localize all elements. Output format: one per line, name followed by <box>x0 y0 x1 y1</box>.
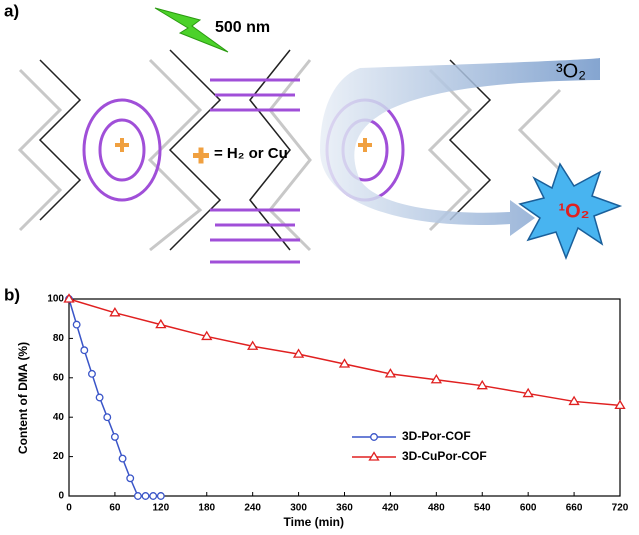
data-point <box>568 395 580 406</box>
data-point <box>522 387 534 398</box>
y-tick-label: 20 <box>53 451 65 462</box>
x-tick-label: 300 <box>290 503 307 514</box>
data-point <box>126 474 135 483</box>
data-point <box>155 318 167 329</box>
data-point <box>88 369 96 378</box>
data-point <box>103 413 112 422</box>
x-tick-label: 420 <box>382 503 399 514</box>
panel-a-art <box>17 7 623 264</box>
legend-label: 3D-Por-COF <box>402 429 471 443</box>
legend-marker <box>368 451 380 461</box>
data-point <box>476 379 488 390</box>
data-point <box>72 320 81 329</box>
data-point <box>614 399 626 410</box>
data-point <box>247 340 259 350</box>
x-tick-label: 480 <box>428 503 445 514</box>
data-point <box>141 492 150 500</box>
wavelength-label: 500 nm <box>215 19 270 36</box>
x-tick-label: 0 <box>66 503 72 514</box>
y-tick-label: 80 <box>53 333 65 344</box>
x-tick-label: 240 <box>244 503 261 514</box>
data-point <box>118 454 127 463</box>
data-point <box>110 432 119 441</box>
series-line <box>68 298 161 497</box>
x-tick-label: 660 <box>566 503 583 514</box>
y-tick-label: 0 <box>58 491 64 502</box>
x-tick-label: 180 <box>198 503 215 514</box>
y-axis-label: Content of DMA (%) <box>16 342 30 454</box>
data-point <box>95 393 104 402</box>
reactant-label: ³O₂ <box>556 60 586 82</box>
y-tick-label: 100 <box>47 294 64 305</box>
data-point <box>338 358 351 368</box>
legend-marker <box>370 433 378 441</box>
legend-label: 3D-CuPor-COF <box>402 449 487 463</box>
data-point <box>63 293 75 303</box>
plot-frame <box>68 298 621 497</box>
x-tick-label: 60 <box>109 503 121 514</box>
series-line <box>68 298 621 407</box>
y-tick-label: 40 <box>53 412 65 423</box>
x-tick-label: 120 <box>152 503 169 514</box>
data-point <box>149 492 158 500</box>
data-point <box>384 368 397 378</box>
x-tick-label: 540 <box>474 503 491 514</box>
data-point <box>430 374 442 384</box>
data-point <box>201 330 213 341</box>
product-label: ¹O₂ <box>558 200 589 222</box>
x-tick-label: 600 <box>520 503 537 514</box>
x-tick-label: 720 <box>612 503 629 514</box>
data-point <box>80 346 89 355</box>
x-axis-label: Time (min) <box>284 515 344 529</box>
data-point <box>156 492 165 500</box>
x-tick-label: 360 <box>336 503 353 514</box>
panel-label: b) <box>4 285 20 304</box>
y-tick-label: 60 <box>53 372 65 383</box>
metal-legend: = H₂ or Cu <box>214 145 288 162</box>
data-point <box>292 348 305 358</box>
panel-label: a) <box>4 1 19 20</box>
data-point <box>109 307 121 317</box>
data-point <box>133 492 142 500</box>
